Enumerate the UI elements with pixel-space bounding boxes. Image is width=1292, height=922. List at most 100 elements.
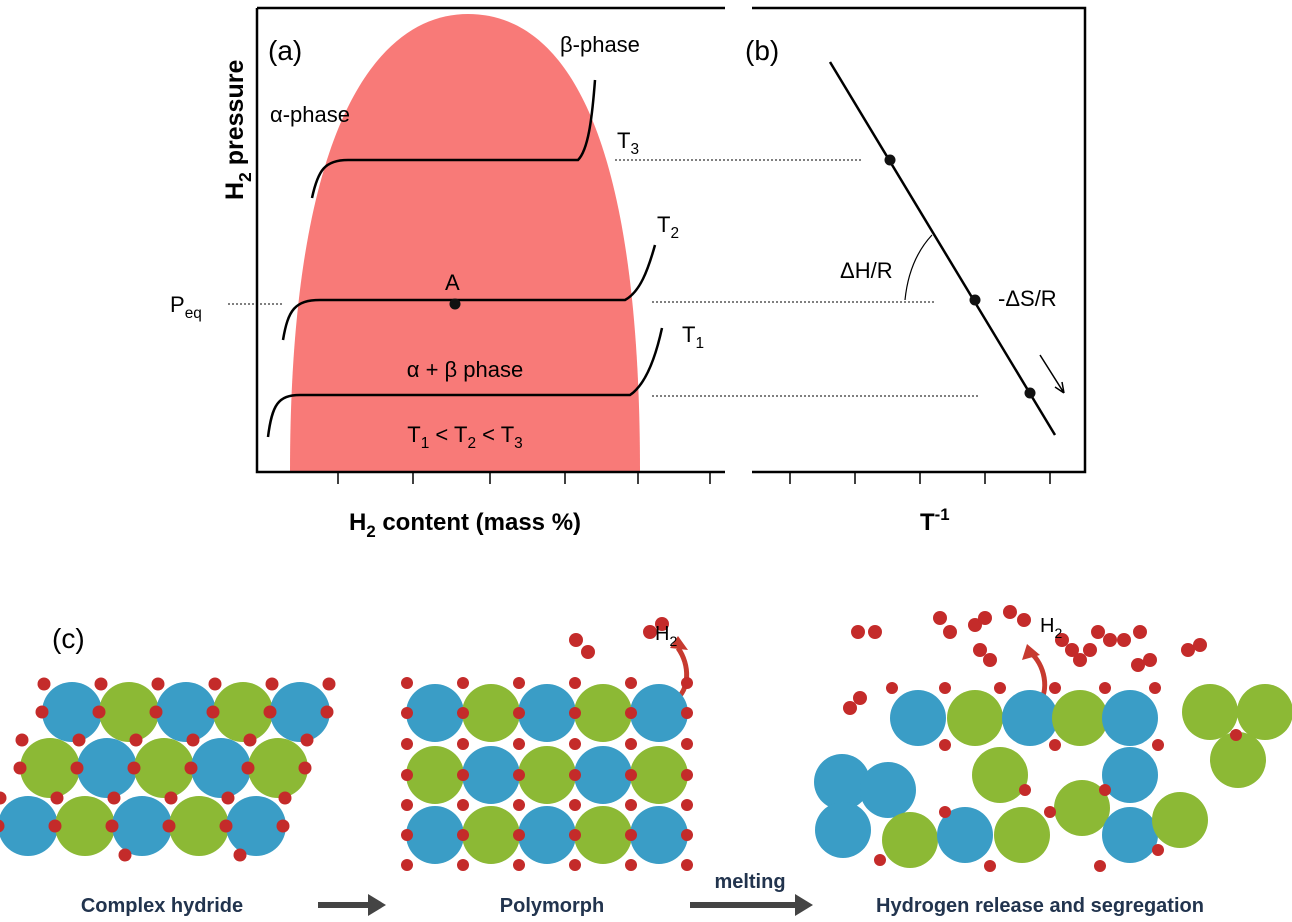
arrow-head xyxy=(795,894,813,916)
hydrogen xyxy=(681,769,693,781)
atom xyxy=(882,812,938,868)
hydrogen xyxy=(939,682,951,694)
hydrogen xyxy=(681,738,693,750)
x-axis-label: T-1 xyxy=(920,505,950,536)
atom xyxy=(1102,807,1158,863)
h2-molecule xyxy=(983,653,997,667)
hydrogen xyxy=(401,707,413,719)
h2-molecule xyxy=(1017,613,1031,627)
hydrogen xyxy=(569,859,581,871)
hydrogen xyxy=(244,734,257,747)
hydrogen xyxy=(150,706,163,719)
ticks-b xyxy=(790,472,1050,484)
isotherm-label: T2 xyxy=(657,212,679,242)
hydrogen xyxy=(513,677,525,689)
h2-molecule xyxy=(1073,653,1087,667)
h2-molecule xyxy=(1003,605,1017,619)
atom xyxy=(1102,747,1158,803)
hydrogen xyxy=(457,859,469,871)
h2-molecule xyxy=(1181,643,1195,657)
hydrogen xyxy=(277,820,290,833)
hydrogen xyxy=(163,820,176,833)
hydrogen xyxy=(625,738,637,750)
hydrogen xyxy=(14,762,27,775)
atom xyxy=(1002,690,1058,746)
h2-molecule xyxy=(1103,633,1117,647)
caption: Complex hydride xyxy=(81,895,243,917)
hydrogen xyxy=(625,677,637,689)
hydrogen xyxy=(185,762,198,775)
x-axis-label: H2 content (mass %) xyxy=(349,509,581,541)
ticks-a xyxy=(338,472,710,484)
h2-molecule xyxy=(978,611,992,625)
hydrogen xyxy=(681,707,693,719)
hydrogen xyxy=(51,792,64,805)
hydrogen xyxy=(513,707,525,719)
atom xyxy=(406,684,464,742)
hydrogen xyxy=(625,829,637,841)
hydrogen xyxy=(625,799,637,811)
hydrogen xyxy=(1094,860,1106,872)
hydrogen xyxy=(401,829,413,841)
hydrogen xyxy=(242,762,255,775)
vant-hoff-line xyxy=(830,62,1055,435)
hydrogen xyxy=(681,677,693,689)
isotherm-label: T3 xyxy=(617,128,639,158)
hydrogen xyxy=(106,820,119,833)
hydrogen xyxy=(569,769,581,781)
hydrogen xyxy=(984,860,996,872)
hydrogen xyxy=(321,706,334,719)
hydrogen xyxy=(16,734,29,747)
hydrogen xyxy=(457,769,469,781)
atom xyxy=(518,806,576,864)
hydrogen xyxy=(323,678,336,691)
hydrogen xyxy=(234,849,247,862)
atom xyxy=(574,806,632,864)
hydrogen xyxy=(513,859,525,871)
intercept-label: -ΔS/R xyxy=(998,286,1057,311)
hydrogen xyxy=(1019,784,1031,796)
atom xyxy=(1052,690,1108,746)
h2-molecule xyxy=(933,611,947,625)
atom xyxy=(972,747,1028,803)
h2-molecule xyxy=(853,691,867,705)
alpha-phase-label: α-phase xyxy=(270,102,350,127)
atom xyxy=(462,806,520,864)
hydrogen xyxy=(457,677,469,689)
hydrogen xyxy=(625,769,637,781)
hydrogen xyxy=(401,677,413,689)
hydrogen xyxy=(401,738,413,750)
atom xyxy=(947,690,1003,746)
hydrogen xyxy=(93,706,106,719)
panel-label: (a) xyxy=(268,35,302,66)
h2-molecule xyxy=(1143,653,1157,667)
hydrogen xyxy=(130,734,143,747)
h2-label: H2 xyxy=(1040,615,1062,641)
hydrogen xyxy=(939,806,951,818)
h2-molecule xyxy=(1133,625,1147,639)
p-eq-label: Peq xyxy=(170,292,202,322)
hydrogen xyxy=(625,859,637,871)
hydrogen xyxy=(569,738,581,750)
caption: Polymorph xyxy=(500,895,604,917)
atom xyxy=(574,684,632,742)
hydrogen xyxy=(95,678,108,691)
hydrogen xyxy=(681,859,693,871)
atom xyxy=(630,806,688,864)
atom xyxy=(518,684,576,742)
atom xyxy=(1237,684,1292,740)
hydrogen xyxy=(513,738,525,750)
hydrogen xyxy=(457,707,469,719)
h2-molecule xyxy=(1083,643,1097,657)
hydrogen xyxy=(401,799,413,811)
point-label: A xyxy=(445,270,460,295)
hydrogen xyxy=(49,820,62,833)
atom xyxy=(406,746,464,804)
hydrogen xyxy=(207,706,220,719)
atom xyxy=(462,746,520,804)
atom xyxy=(462,684,520,742)
hydrogen xyxy=(1099,682,1111,694)
atom xyxy=(994,807,1050,863)
hydrogen xyxy=(457,829,469,841)
hydrogen xyxy=(266,678,279,691)
